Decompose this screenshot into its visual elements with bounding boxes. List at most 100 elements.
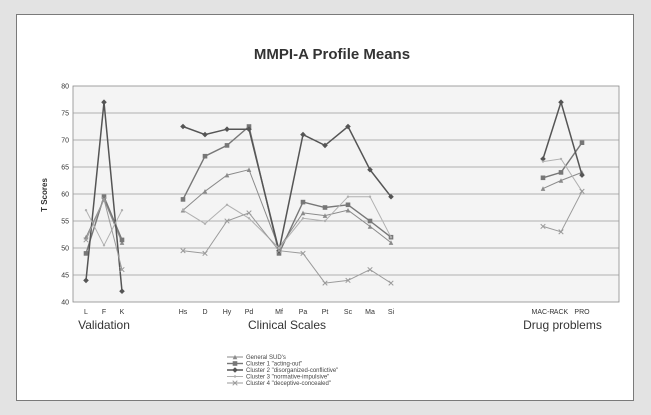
legend-item: Cluster 3 "normative-impulsive" <box>227 375 329 381</box>
x-tick-label: ACK <box>554 309 569 316</box>
data-point <box>322 142 328 149</box>
y-tick-label: 80 <box>61 84 69 91</box>
profile-chart: MMPI-A Profile Means 404550556065707580 … <box>40 46 620 387</box>
data-point <box>541 160 545 163</box>
legend-item: Cluster 4 "deceptive-concealed" <box>227 380 331 387</box>
y-tick-label: 75 <box>61 111 69 118</box>
data-point <box>345 277 351 284</box>
data-point <box>203 222 207 225</box>
y-tick-label: 70 <box>61 138 69 145</box>
x-tick-label: Pa <box>299 309 308 316</box>
data-point <box>246 126 252 132</box>
data-point <box>83 237 89 243</box>
data-point <box>367 224 373 229</box>
legend-label: Cluster 1 "acting-out" <box>246 362 302 368</box>
data-point <box>119 240 125 245</box>
y-tick-label: 50 <box>61 246 69 253</box>
data-point <box>367 218 373 224</box>
data-point <box>232 367 238 373</box>
data-point <box>323 219 327 223</box>
data-point <box>558 229 564 235</box>
legend-item: General SUD's <box>227 354 286 361</box>
data-point <box>119 266 125 273</box>
data-point <box>579 172 585 178</box>
data-point <box>367 266 373 273</box>
x-tick-labels: L F K Hs D Hy Pd Mf Pa Pt Sc Ma Si MAC-R ACK PRO <box>84 309 590 316</box>
data-point <box>224 218 230 224</box>
x-tick-label: MAC-R <box>532 309 555 316</box>
data-point <box>540 186 546 191</box>
x-tick-label: D <box>202 309 207 316</box>
series-5 <box>83 188 585 286</box>
y-axis-label: T Scores <box>40 178 49 212</box>
data-point <box>233 375 237 378</box>
data-point <box>559 157 563 161</box>
data-point <box>102 244 106 247</box>
data-point <box>246 167 252 172</box>
legend-item: Cluster 2 "disorganized-conflictive" <box>227 367 338 374</box>
data-point <box>276 248 282 254</box>
y-tick-label: 60 <box>61 192 69 199</box>
x-tick-label: Sc <box>344 309 353 316</box>
data-point <box>181 209 185 212</box>
gridlines <box>73 112 619 276</box>
category-group-labels: Validation Clinical Scales Drug problems <box>78 318 602 332</box>
data-point <box>232 361 238 366</box>
data-point <box>300 210 306 216</box>
x-tick-label: K <box>120 309 125 316</box>
group-label: Clinical Scales <box>248 318 326 332</box>
data-point <box>202 131 208 138</box>
data-point <box>180 248 186 254</box>
data-point <box>202 153 208 159</box>
group-label: Validation <box>78 318 130 332</box>
data-point <box>368 195 372 198</box>
data-point <box>180 197 186 202</box>
chart-frame: MMPI-A Profile Means 40 45 50 55 60 65 70 75 80 … <box>16 14 634 401</box>
data-point <box>180 123 186 130</box>
data-point <box>345 123 351 130</box>
series-line <box>182 125 392 256</box>
data-point <box>558 170 564 175</box>
data-point <box>388 280 394 286</box>
data-point <box>300 250 306 257</box>
data-point <box>345 202 351 208</box>
data-point <box>202 189 208 194</box>
legend-label: Cluster 3 "normative-impulsive" <box>246 375 329 381</box>
data-point <box>346 195 350 198</box>
series-lines <box>83 99 585 294</box>
data-point <box>301 217 305 220</box>
y-tick-label: 40 <box>61 300 69 307</box>
data-point <box>388 240 394 245</box>
data-point <box>540 175 546 181</box>
legend-item: Cluster 1 "acting-out" <box>227 361 302 368</box>
series-line <box>182 196 392 249</box>
data-point <box>120 209 124 212</box>
data-point <box>558 178 564 183</box>
legend-label: Cluster 2 "disorganized-conflictive" <box>246 368 338 374</box>
x-tick-label: Si <box>388 309 395 316</box>
chart-title: MMPI-A Profile Means <box>254 46 410 63</box>
data-point <box>101 194 107 199</box>
x-tick-label: PRO <box>574 309 590 316</box>
data-point <box>345 207 351 213</box>
x-tick-label: Hy <box>223 309 232 316</box>
series-4 <box>84 157 584 250</box>
data-point <box>277 246 281 250</box>
data-point <box>101 99 107 105</box>
data-point <box>225 203 229 206</box>
group-label: Drug problems <box>523 318 602 332</box>
data-point <box>300 199 306 205</box>
data-point <box>322 213 328 218</box>
y-tick-label: 65 <box>61 165 69 172</box>
data-point <box>579 188 585 194</box>
x-tick-label: F <box>102 309 106 316</box>
x-tick-label: Mf <box>275 309 283 316</box>
x-tick-label: L <box>84 309 88 316</box>
data-point <box>224 143 230 148</box>
y-tick-labels: 40 45 50 55 60 65 70 75 80 <box>61 84 69 307</box>
data-point <box>232 354 238 360</box>
series-line <box>182 212 392 284</box>
data-point <box>322 280 328 286</box>
data-point <box>540 223 546 230</box>
